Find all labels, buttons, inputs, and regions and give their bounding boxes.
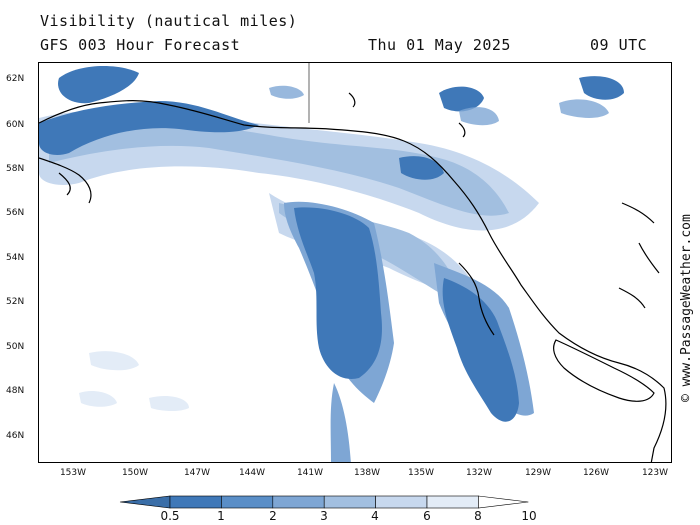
map-canvas: [39, 63, 667, 462]
legend-label: 10: [521, 509, 537, 523]
latitude-label: 54N: [6, 253, 25, 263]
longitude-label: 138W: [353, 468, 381, 478]
forecast-time: 09 UTC: [590, 36, 648, 54]
legend-swatch: [119, 495, 171, 509]
legend-label: 0.5: [160, 509, 180, 523]
legend-label: 8: [474, 509, 482, 523]
longitude-label: 129W: [524, 468, 552, 478]
latitude-label: 56N: [6, 208, 25, 218]
legend-swatch: [478, 495, 529, 509]
legend-swatch: [323, 495, 376, 509]
legend-swatch: [426, 495, 479, 509]
legend-label: 2: [269, 509, 277, 523]
legend-swatch: [221, 495, 274, 509]
forecast-model: GFS 003 Hour Forecast: [40, 36, 241, 54]
latitude-label: 50N: [6, 342, 25, 352]
longitude-label: 141W: [296, 468, 324, 478]
latitude-label: 62N: [6, 74, 25, 84]
longitude-label: 132W: [465, 468, 493, 478]
longitude-label: 144W: [238, 468, 266, 478]
legend-swatch: [375, 495, 428, 509]
forecast-date: Thu 01 May 2025: [368, 36, 511, 54]
longitude-label: 126W: [582, 468, 610, 478]
latitude-label: 60N: [6, 120, 25, 130]
longitude-label: 135W: [407, 468, 435, 478]
latitude-label: 46N: [6, 431, 25, 441]
visibility-legend: [119, 495, 529, 509]
svg-text:© www.PassageWeather.com: © www.PassageWeather.com: [679, 214, 694, 402]
longitude-label: 147W: [183, 468, 211, 478]
latitude-label: 58N: [6, 164, 25, 174]
longitude-label: 123W: [641, 468, 669, 478]
longitude-label: 150W: [121, 468, 149, 478]
chart-title: Visibility (nautical miles): [40, 12, 298, 30]
legend-label: 1: [217, 509, 225, 523]
visibility-map: [38, 62, 672, 463]
longitude-label: 153W: [59, 468, 87, 478]
legend-swatch: [272, 495, 325, 509]
legend-swatch: [169, 495, 222, 509]
legend-label: 6: [423, 509, 431, 523]
legend-label: 3: [320, 509, 328, 523]
legend-label: 4: [371, 509, 379, 523]
latitude-label: 52N: [6, 297, 25, 307]
latitude-label: 48N: [6, 386, 25, 396]
credit-label: © www.PassageWeather.com: [679, 214, 694, 402]
